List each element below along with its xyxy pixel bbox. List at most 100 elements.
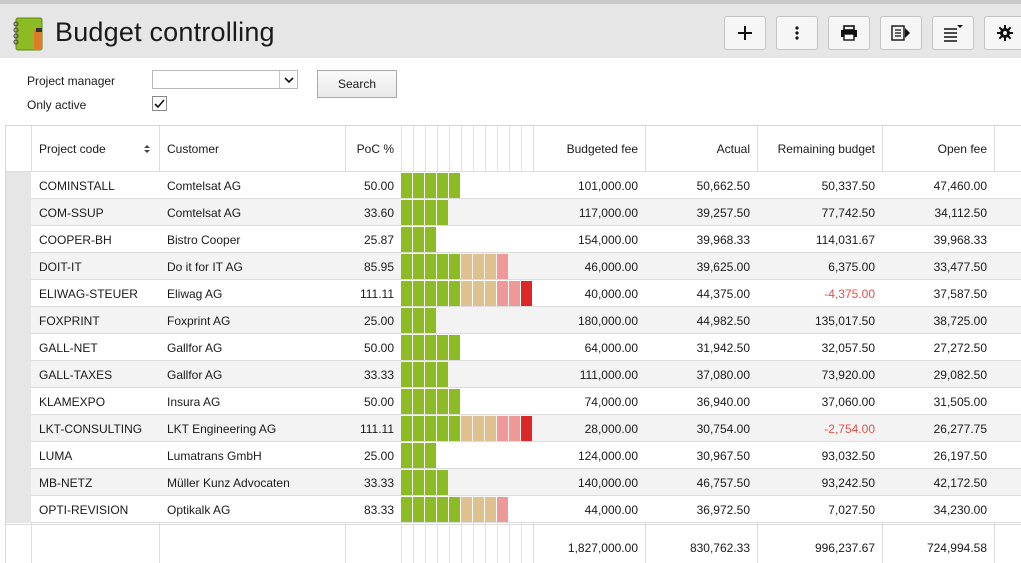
export-button[interactable] bbox=[880, 16, 922, 50]
table-row[interactable]: KLAMEXPO Insura AG 50.00 74,000.00 36,940.00… bbox=[6, 388, 1021, 415]
row-selector[interactable] bbox=[6, 226, 31, 253]
budgeted-fee-cell: 180,000.00 bbox=[577, 313, 638, 328]
table-row[interactable]: OPTI-REVISION Optikalk AG 83.33 44,000.00 36… bbox=[6, 496, 1021, 523]
row-selector[interactable] bbox=[6, 334, 31, 361]
page-title: Budget controlling bbox=[55, 17, 275, 47]
poc-bar-segment bbox=[425, 362, 436, 387]
title-bar: Budget controlling bbox=[0, 0, 1021, 58]
poc-bar-segment bbox=[425, 470, 436, 495]
table-row[interactable]: ELIWAG-STEUER Eliwag AG 111.11 40,000.00 44,… bbox=[6, 280, 1021, 307]
poc-bar-segment bbox=[425, 497, 436, 522]
print-button[interactable] bbox=[828, 16, 870, 50]
header-poc[interactable]: PoC % bbox=[356, 142, 394, 156]
project-code-cell: DOIT-IT bbox=[39, 259, 82, 274]
table-row[interactable]: GALL-TAXES Gallfor AG 33.33 111,000.00 37,08… bbox=[6, 361, 1021, 388]
project-manager-select[interactable] bbox=[152, 70, 298, 89]
row-selector[interactable] bbox=[6, 172, 31, 199]
poc-bar-segment bbox=[437, 416, 448, 441]
only-active-checkbox[interactable] bbox=[152, 96, 167, 111]
poc-bar-segment bbox=[485, 497, 496, 522]
poc-bar-segment bbox=[485, 416, 496, 441]
poc-cell: 25.00 bbox=[363, 313, 394, 328]
header-open-fee[interactable]: Open fee bbox=[937, 142, 987, 156]
poc-cell: 50.00 bbox=[363, 394, 394, 409]
header-budgeted-fee[interactable]: Budgeted fee bbox=[566, 142, 638, 156]
poc-bar-segment bbox=[425, 254, 436, 279]
header-actual[interactable]: Actual bbox=[716, 142, 750, 156]
budget-table: Project code Customer PoC % Budgeted fee… bbox=[5, 125, 1021, 563]
poc-bar-segment bbox=[413, 173, 424, 198]
row-selector[interactable] bbox=[6, 469, 31, 496]
poc-bar-segment bbox=[473, 416, 484, 441]
poc-bar-segment bbox=[425, 416, 436, 441]
budgeted-fee-cell: 74,000.00 bbox=[584, 394, 638, 409]
remaining-budget-cell: -2,754.00 bbox=[824, 421, 875, 436]
row-selector[interactable] bbox=[6, 361, 31, 388]
header-remaining-budget[interactable]: Remaining budget bbox=[777, 142, 875, 156]
poc-bar-segment bbox=[461, 281, 472, 306]
row-selector[interactable] bbox=[6, 442, 31, 469]
poc-bar-segment bbox=[437, 281, 448, 306]
row-selector[interactable] bbox=[6, 388, 31, 415]
header-project-code[interactable]: Project code bbox=[39, 126, 159, 172]
table-row[interactable]: FOXPRINT Foxprint AG 25.00 180,000.00 44,982… bbox=[6, 307, 1021, 334]
poc-bar-segment bbox=[425, 281, 436, 306]
row-selector[interactable] bbox=[6, 280, 31, 307]
table-row[interactable]: LKT-CONSULTING LKT Engineering AG 111.11 28… bbox=[6, 415, 1021, 442]
gear-icon bbox=[997, 25, 1013, 41]
table-row[interactable]: DOIT-IT Do it for IT AG 85.95 46,000.00 39,6… bbox=[6, 253, 1021, 280]
poc-bar-segment bbox=[413, 443, 424, 468]
poc-bar-segment bbox=[449, 335, 460, 360]
poc-bar-segment bbox=[401, 254, 412, 279]
table-row[interactable]: COMINSTALL Comtelsat AG 50.00 101,000.00 50,… bbox=[6, 172, 1021, 199]
poc-bar-segment bbox=[401, 389, 412, 414]
table-row[interactable]: GALL-NET Gallfor AG 50.00 64,000.00 31,942.5… bbox=[6, 334, 1021, 361]
poc-bar-segment bbox=[401, 335, 412, 360]
open-fee-cell: 26,277.75 bbox=[933, 421, 987, 436]
more-options-button[interactable] bbox=[776, 16, 818, 50]
customer-cell: Foxprint AG bbox=[167, 313, 231, 328]
plus-icon bbox=[738, 26, 752, 40]
poc-bar-segment bbox=[473, 281, 484, 306]
poc-bar-segment bbox=[413, 335, 424, 360]
budgeted-fee-cell: 64,000.00 bbox=[584, 340, 638, 355]
settings-button[interactable] bbox=[984, 16, 1021, 50]
remaining-budget-cell: 6,375.00 bbox=[828, 259, 875, 274]
column-chooser-button[interactable] bbox=[932, 16, 974, 50]
actual-cell: 36,972.50 bbox=[696, 502, 750, 517]
add-button[interactable] bbox=[724, 16, 766, 50]
poc-bar-segment bbox=[413, 200, 424, 225]
row-selector[interactable] bbox=[6, 307, 31, 334]
poc-bar-segment bbox=[521, 281, 532, 306]
open-fee-cell: 31,505.00 bbox=[933, 394, 987, 409]
open-fee-cell: 27,272.50 bbox=[933, 340, 987, 355]
poc-cell: 25.87 bbox=[363, 232, 394, 247]
checkmark-icon bbox=[154, 98, 165, 108]
dropdown-button[interactable] bbox=[279, 71, 297, 88]
poc-bar-segment bbox=[413, 389, 424, 414]
row-selector[interactable] bbox=[6, 496, 31, 523]
table-row[interactable]: MB-NETZ Müller Kunz Advocaten 33.33 140,000… bbox=[6, 469, 1021, 496]
row-selector[interactable] bbox=[6, 199, 31, 226]
row-selector[interactable] bbox=[6, 415, 31, 442]
poc-bar-segment bbox=[437, 470, 448, 495]
row-selector[interactable] bbox=[6, 253, 31, 280]
poc-bar-segment bbox=[413, 416, 424, 441]
table-row[interactable]: COM-SSUP Comtelsat AG 33.60 117,000.00 39,25… bbox=[6, 199, 1021, 226]
search-button[interactable]: Search bbox=[317, 70, 397, 98]
poc-bar-segment bbox=[401, 281, 412, 306]
customer-cell: Bistro Cooper bbox=[167, 232, 241, 247]
project-code-cell: GALL-TAXES bbox=[39, 367, 113, 382]
poc-bar-segment bbox=[413, 227, 424, 252]
budgeted-fee-cell: 40,000.00 bbox=[584, 286, 638, 301]
header-customer[interactable]: Customer bbox=[167, 142, 220, 156]
remaining-budget-cell: 93,242.50 bbox=[821, 475, 875, 490]
poc-bar-segment bbox=[425, 389, 436, 414]
remaining-budget-cell: 77,742.50 bbox=[821, 205, 875, 220]
project-code-cell: LUMA bbox=[39, 448, 73, 463]
table-row[interactable]: LUMA Lumatrans GmbH 25.00 124,000.00 30,967.… bbox=[6, 442, 1021, 469]
table-row[interactable]: COOPER-BH Bistro Cooper 25.87 154,000.00 39,… bbox=[6, 226, 1021, 253]
actual-cell: 39,257.50 bbox=[696, 205, 750, 220]
customer-cell: Gallfor AG bbox=[167, 340, 223, 355]
poc-bar-segment bbox=[437, 389, 448, 414]
